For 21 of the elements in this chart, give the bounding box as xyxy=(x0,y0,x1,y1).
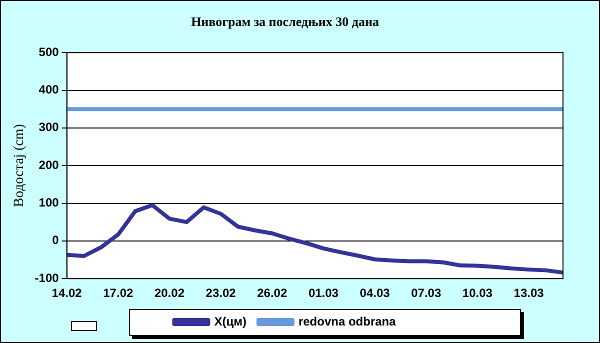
chart-title: Нивограм за последњих 30 дана xyxy=(191,14,380,30)
y-tick-label: 400 xyxy=(38,82,60,97)
y-tick-label: 100 xyxy=(38,196,60,210)
y-tick-label: 200 xyxy=(38,158,60,172)
y-tick-label: 0 xyxy=(52,233,60,248)
x-tick-label: 14.02 xyxy=(52,286,82,300)
x-tick-label: 26.02 xyxy=(257,286,288,300)
x-tick-label: 20.02 xyxy=(154,286,185,300)
y-tick-label: 300 xyxy=(38,120,60,134)
x-tick-label: 10.03 xyxy=(462,286,493,300)
x-tick-label: 23.02 xyxy=(206,286,236,300)
x-tick-label: 17.02 xyxy=(103,286,134,300)
y-tick-label: -100 xyxy=(34,270,60,285)
x-tick-label: 13.03 xyxy=(514,286,544,300)
legend-label: redovna odbrana xyxy=(298,314,396,328)
y-tick-label: 500 xyxy=(38,44,60,59)
x-tick-label: 07.03 xyxy=(411,286,442,300)
legend-label: X(цм) xyxy=(214,314,246,328)
x-tick-label: 01.03 xyxy=(308,286,339,300)
x-tick-label: 04.03 xyxy=(360,286,390,300)
y-axis-title: Водостај (cm) xyxy=(12,124,28,208)
